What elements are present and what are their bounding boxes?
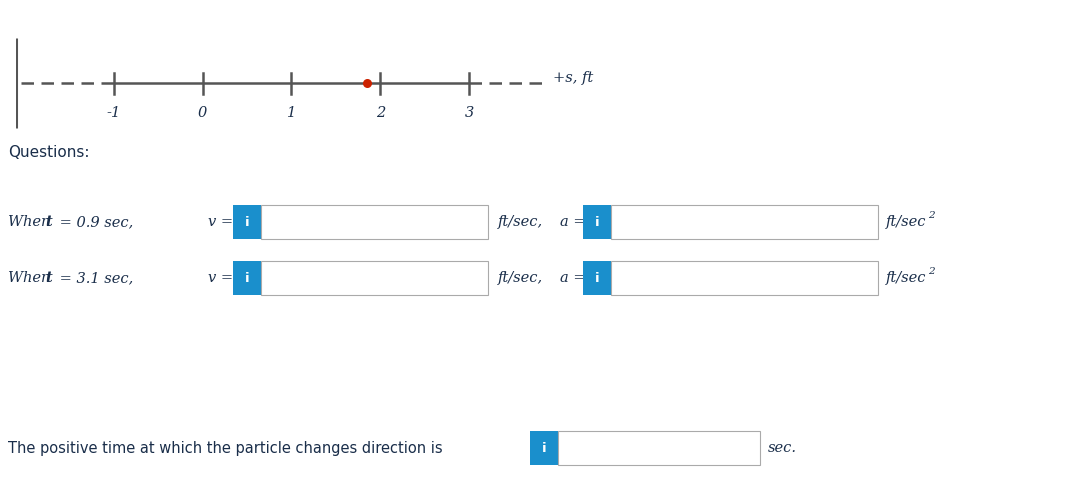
- Text: 2: 2: [376, 106, 384, 120]
- Text: v =: v =: [208, 271, 233, 285]
- Text: 1: 1: [287, 106, 296, 120]
- Text: ft/sec: ft/sec: [886, 215, 926, 229]
- Text: 2: 2: [928, 211, 935, 220]
- Text: -1: -1: [107, 106, 121, 120]
- Text: t: t: [45, 215, 52, 229]
- FancyBboxPatch shape: [233, 205, 261, 239]
- Text: = 3.1 sec,: = 3.1 sec,: [55, 271, 133, 285]
- FancyBboxPatch shape: [583, 205, 611, 239]
- Text: i: i: [595, 271, 599, 285]
- FancyBboxPatch shape: [583, 261, 611, 295]
- FancyBboxPatch shape: [611, 261, 878, 295]
- FancyBboxPatch shape: [558, 431, 760, 465]
- Text: a =: a =: [560, 215, 586, 229]
- Text: 0: 0: [198, 106, 207, 120]
- Text: i: i: [595, 216, 599, 228]
- Text: t: t: [45, 271, 52, 285]
- Text: a =: a =: [560, 271, 586, 285]
- FancyBboxPatch shape: [261, 205, 488, 239]
- Text: i: i: [245, 271, 249, 285]
- FancyBboxPatch shape: [611, 205, 878, 239]
- Text: When: When: [8, 271, 55, 285]
- Text: ft/sec: ft/sec: [886, 271, 926, 285]
- Text: ft/sec,: ft/sec,: [498, 215, 544, 229]
- Text: When: When: [8, 215, 55, 229]
- Text: Questions:: Questions:: [8, 145, 90, 160]
- FancyBboxPatch shape: [530, 431, 558, 465]
- FancyBboxPatch shape: [261, 261, 488, 295]
- Text: i: i: [245, 216, 249, 228]
- Text: = 0.9 sec,: = 0.9 sec,: [55, 215, 133, 229]
- Text: ft/sec,: ft/sec,: [498, 271, 544, 285]
- FancyBboxPatch shape: [233, 261, 261, 295]
- Text: 2: 2: [928, 267, 935, 275]
- Text: i: i: [542, 441, 546, 455]
- Text: The positive time at which the particle changes direction is: The positive time at which the particle …: [8, 441, 443, 456]
- Text: v =: v =: [208, 215, 233, 229]
- Text: 3: 3: [465, 106, 473, 120]
- Text: +s, ft: +s, ft: [553, 71, 593, 85]
- Text: sec.: sec.: [768, 441, 797, 455]
